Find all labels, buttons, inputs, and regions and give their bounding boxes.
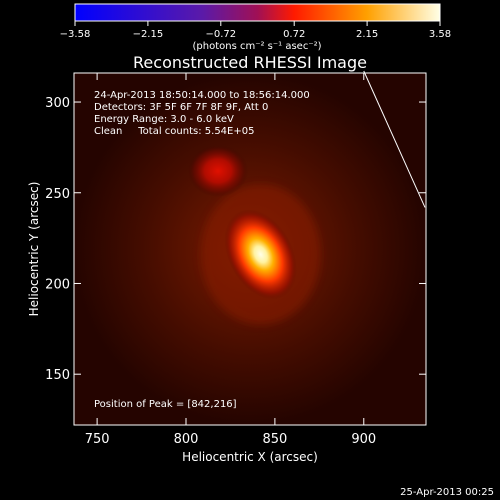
annotation-clean-counts: Clean Total counts: 5.54E+05 xyxy=(94,126,254,137)
x-tick-label: 800 xyxy=(174,432,199,447)
annotation-time-range: 24-Apr-2013 18:50:14.000 to 18:56:14.000 xyxy=(94,90,310,101)
annotation-detectors: Detectors: 3F 5F 6F 7F 8F 9F, Att 0 xyxy=(94,102,268,113)
colorbar-tick-label: 2.15 xyxy=(356,29,378,40)
plot-frame xyxy=(73,72,427,426)
colorbar-tick-label: −2.15 xyxy=(133,29,164,40)
colorbar-unit-label: (photons cm⁻² s⁻¹ asec⁻²) xyxy=(192,41,321,52)
limb-line xyxy=(363,70,426,208)
x-axis-label: Heliocentric X (arcsec) xyxy=(182,450,318,464)
annotation-energy-range: Energy Range: 3.0 - 6.0 keV xyxy=(94,114,234,125)
colorbar-tick-label: 0.72 xyxy=(283,29,305,40)
colorbar xyxy=(74,3,441,22)
main-source xyxy=(224,209,297,300)
y-tick-label: 150 xyxy=(45,368,70,383)
colorbar-tick-label: −0.72 xyxy=(205,29,236,40)
y-tick-label: 300 xyxy=(45,96,70,111)
secondary-source xyxy=(188,144,248,197)
y-tick-label: 200 xyxy=(45,277,70,292)
y-tick-label: 250 xyxy=(45,187,70,202)
x-tick-label: 850 xyxy=(262,432,287,447)
colorbar-ticks: −3.58 −2.15 −0.72 0.72 2.15 3.58 xyxy=(60,21,451,40)
y-axis-label: Heliocentric Y (arcsec) xyxy=(27,182,41,317)
x-tick-label: 750 xyxy=(85,432,110,447)
colorbar-tick-label: −3.58 xyxy=(60,29,91,40)
info-annotations: 24-Apr-2013 18:50:14.000 to 18:56:14.000… xyxy=(94,90,310,410)
axis-ticks: 750 800 850 900 150 200 250 300 xyxy=(45,73,426,447)
footer-timestamp: 25-Apr-2013 00:25 xyxy=(400,487,494,498)
annotation-peak-position: Position of Peak = [842,216] xyxy=(94,399,237,410)
heatmap-image xyxy=(74,73,426,425)
x-tick-label: 900 xyxy=(351,432,376,447)
chart-title: Reconstructed RHESSI Image xyxy=(133,53,367,72)
colorbar-tick-label: 3.58 xyxy=(429,29,451,40)
